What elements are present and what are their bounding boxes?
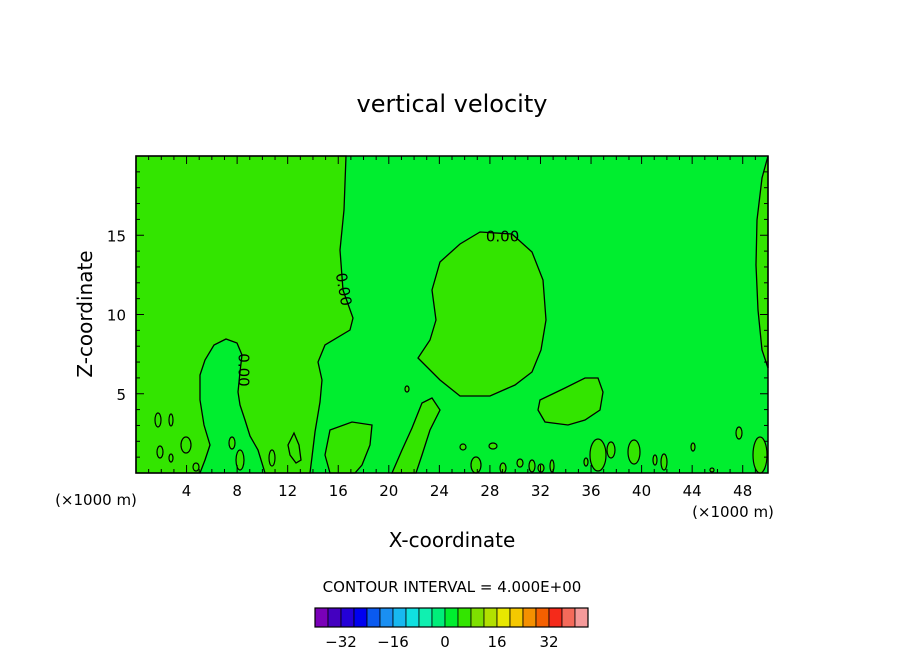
colorbar-swatch-3 [353,607,368,628]
y-tick-label-15: 15 [107,227,126,245]
colorbar-swatch-13 [483,607,498,628]
x-tick-label-24: 24 [430,482,449,500]
chart-title: vertical velocity [357,90,548,118]
speckle-contour-21 [627,439,641,465]
speckle-contour-11 [470,456,482,474]
speckle-contour-0 [154,412,162,428]
colorbar-frame [314,607,589,628]
region-center-blob-fill [418,232,546,396]
colorbar-swatch-5 [379,607,394,628]
region-bottom-22-contour [391,397,441,474]
colorbar-swatch-1 [327,607,342,628]
x-tick-label-12: 12 [278,482,297,500]
speckle-contour-1 [168,413,174,427]
speckle-contour-2 [156,445,164,459]
contour-interval-text: CONTOUR INTERVAL = 4.000E+00 [323,578,582,596]
speckle-contour-19 [589,438,607,472]
x-tick-label-20: 20 [379,482,398,500]
colorbar-tick-labels: −32 −16 0 16 32 [325,633,558,651]
x-unit-label-left: (×1000 m) [55,491,137,509]
speckle-contour-20 [606,441,616,459]
colorbar-swatch-16 [522,607,537,628]
speckle-contour-4 [180,436,192,454]
x-unit-label-right: (×1000 m) [692,503,774,521]
x-axis-label: X-coordinate [389,528,516,552]
speckle-contour-6 [228,436,236,450]
speckle-contour-5 [192,462,200,472]
colorbar-swatch-11 [457,607,472,628]
contour-label-0: 0.00 [486,227,519,245]
speckle-contour-3 [168,453,174,463]
colorbar-swatch-17 [535,607,550,628]
colorbar-swatch-14 [496,607,511,628]
speckle-contour-10 [459,443,467,451]
speckle-contour-9 [404,385,410,393]
region-bottom-12-fill [288,433,301,463]
colorbar-swatch-10 [444,607,459,628]
colorbar-swatch-18 [548,607,563,628]
x-tick-label-4: 4 [182,482,192,500]
colorbar-tick-label-0: −32 [325,633,357,651]
negative-regions [136,156,768,474]
region-left-large-contour [135,155,354,474]
region-bottom-12-contour [287,431,302,464]
region-bottom-22-fill [392,398,440,473]
colorbar-swatch-2 [340,607,355,628]
contour-labels: 0.00 0.00 0.00 [235,227,520,386]
colorbar-swatch-0 [314,607,329,628]
speckle-contour-23 [660,453,668,471]
speckle-contour-7 [235,449,245,471]
x-tick-label-44: 44 [683,482,702,500]
speckle-contour-27 [709,467,715,473]
region-center-blob-contour [417,231,547,397]
x-tick-label-28: 28 [480,482,499,500]
colorbar-swatch-6 [392,607,407,628]
colorbar-swatch-20 [574,607,589,628]
colorbar-tick-label-1: −16 [377,633,409,651]
colorbar-swatch-4 [366,607,381,628]
region-bottom-20-fill [325,422,372,473]
speckle-contour-16 [537,463,545,473]
colorbar-tick-label-3: 16 [487,633,506,651]
colorbar [314,607,589,628]
speckle-contour-8 [268,449,276,467]
colorbar-swatch-12 [470,607,485,628]
x-tick-label-48: 48 [733,482,752,500]
colorbar-swatch-15 [509,607,524,628]
speckle-contour-24 [690,442,696,452]
x-tick-label-16: 16 [329,482,348,500]
region-right-edge-contour [755,155,769,369]
region-left-large-fill [136,156,353,473]
region-right-blob-fill [538,378,603,425]
colorbar-tick-label-4: 32 [539,633,558,651]
contour-label-1: 0.00 [332,271,356,307]
speckle-contour-22 [652,454,658,466]
speckle-contour-26 [752,436,768,474]
x-tick-label-40: 40 [632,482,651,500]
x-tick-label-36: 36 [581,482,600,500]
colorbar-swatch-19 [561,607,576,628]
colorbar-tick-label-2: 0 [440,633,450,651]
y-axis-label: Z-coordinate [73,250,97,377]
y-tick-label-5: 5 [116,386,126,404]
x-tick-label-8: 8 [232,482,242,500]
y-tick-label-10: 10 [107,307,126,325]
colorbar-swatch-7 [405,607,420,628]
speckle-contour-25 [735,426,743,440]
colorbar-swatch-9 [431,607,446,628]
colorbar-swatch-8 [418,607,433,628]
speckle-contour-18 [583,457,589,467]
contour-label-2: 0.00 [235,353,253,386]
x-tick-label-32: 32 [531,482,550,500]
region-right-blob-contour [537,377,604,426]
speckle-contour-14 [516,458,524,468]
speckle-contour-15 [528,459,536,473]
region-bottom-20-contour [324,421,373,474]
speckle-contour-12 [488,442,498,450]
contour-lines [135,155,769,474]
